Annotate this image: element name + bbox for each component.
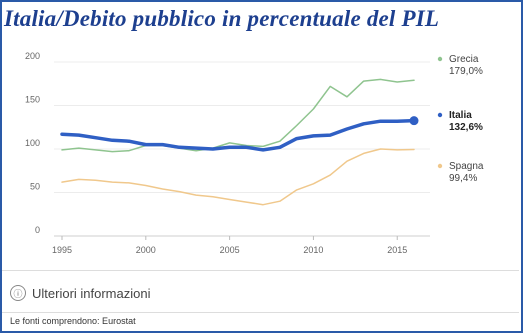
y-tick-label: 100 xyxy=(25,138,40,148)
y-tick-label: 50 xyxy=(30,182,40,192)
divider xyxy=(2,312,519,313)
y-tick-label: 0 xyxy=(35,225,40,235)
legend-value-italia: 132,6% xyxy=(449,122,483,133)
series-line-spagna xyxy=(61,148,415,206)
source-note: Le fonti comprendono: Eurostat xyxy=(10,316,136,326)
x-tick-label: 2015 xyxy=(387,245,407,255)
series-line-italia xyxy=(60,118,416,152)
more-info-link[interactable]: ⓘ Ulteriori informazioni xyxy=(10,285,150,301)
legend-marker xyxy=(437,163,443,169)
y-tick-label: 150 xyxy=(25,95,40,105)
x-tick-label: 2000 xyxy=(136,245,156,255)
legend-value-grecia: 179,0% xyxy=(449,66,483,77)
more-info-label: Ulteriori informazioni xyxy=(32,285,151,301)
x-tick-label: 2010 xyxy=(303,245,323,255)
legend-value-spagna: 99,4% xyxy=(449,173,477,184)
legend-label-grecia: Grecia xyxy=(449,54,479,65)
info-icon: ⓘ xyxy=(10,285,26,301)
legend-label-spagna: Spagna xyxy=(449,161,484,172)
legend-label-italia: Italia xyxy=(449,110,472,121)
divider xyxy=(2,270,519,271)
legend-marker xyxy=(437,56,443,62)
series-line-grecia xyxy=(61,78,415,153)
x-tick-label: 1995 xyxy=(52,245,72,255)
x-tick-label: 2005 xyxy=(220,245,240,255)
y-tick-label: 200 xyxy=(25,51,40,61)
legend-marker xyxy=(437,112,443,118)
end-point-italia xyxy=(409,116,419,126)
chart-title: Italia/Debito pubblico in percentuale de… xyxy=(4,6,440,31)
